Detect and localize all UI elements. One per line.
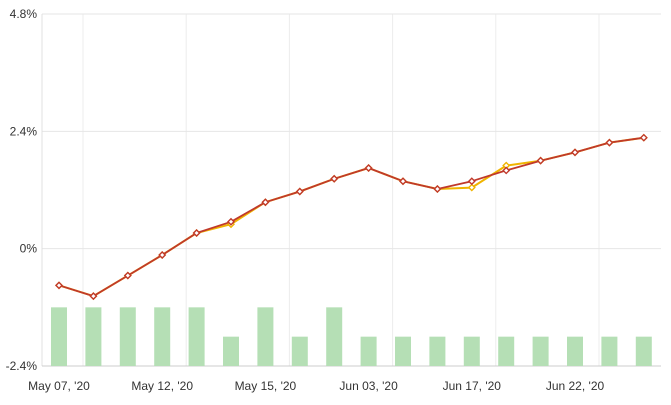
bar bbox=[154, 307, 171, 366]
data-point bbox=[192, 229, 201, 238]
data-point bbox=[158, 251, 167, 260]
x-axis-labels: May 07, '20 May 12, '20 May 15, '20 Jun 03,… bbox=[28, 379, 604, 393]
y-axis-labels: 4.8% 2.4% 0% -2.4% bbox=[6, 7, 38, 373]
bar bbox=[119, 307, 136, 366]
bar bbox=[463, 336, 480, 366]
data-point bbox=[123, 271, 132, 280]
bar bbox=[567, 336, 583, 366]
bar bbox=[360, 336, 377, 366]
bar bbox=[601, 336, 618, 366]
data-point bbox=[89, 292, 98, 301]
x-tick-label: May 07, '20 bbox=[28, 379, 90, 393]
data-point bbox=[364, 164, 373, 172]
y-tick-label: -2.4% bbox=[6, 359, 38, 373]
y-tick-label: 0% bbox=[20, 242, 38, 256]
bar bbox=[188, 307, 205, 366]
data-point bbox=[433, 185, 442, 194]
bar bbox=[635, 336, 652, 366]
data-point bbox=[227, 217, 235, 226]
x-tick-label: Jun 22, '20 bbox=[546, 379, 605, 393]
data-point bbox=[295, 187, 304, 196]
bar bbox=[326, 307, 343, 366]
data-point bbox=[399, 177, 407, 186]
data-point bbox=[467, 177, 476, 186]
bar bbox=[498, 336, 515, 366]
x-tick-label: May 15, '20 bbox=[235, 379, 297, 393]
x-tick-label: Jun 17, '20 bbox=[443, 379, 502, 393]
bar bbox=[51, 307, 67, 366]
x-tick-label: Jun 03, '20 bbox=[339, 379, 398, 393]
bar bbox=[291, 336, 308, 366]
bar bbox=[257, 307, 274, 366]
series-points bbox=[55, 133, 648, 301]
series-line bbox=[58, 136, 644, 298]
x-tick-label: May 12, '20 bbox=[131, 379, 193, 393]
data-point bbox=[55, 281, 63, 290]
bar bbox=[395, 336, 411, 366]
bar bbox=[429, 336, 446, 366]
data-point bbox=[639, 133, 648, 142]
y-tick-label: 2.4% bbox=[10, 124, 38, 138]
series-lines bbox=[58, 136, 644, 298]
bar bbox=[85, 307, 102, 366]
data-point bbox=[330, 174, 339, 183]
data-point bbox=[261, 198, 270, 207]
bars bbox=[51, 307, 652, 366]
data-point bbox=[502, 166, 511, 175]
bar bbox=[223, 336, 239, 366]
data-point bbox=[571, 148, 579, 157]
y-tick-label: 4.8% bbox=[10, 7, 38, 21]
grid bbox=[41, 13, 661, 367]
data-point bbox=[605, 138, 614, 147]
data-point bbox=[536, 156, 545, 165]
data-point bbox=[467, 183, 476, 192]
bar bbox=[532, 336, 549, 366]
